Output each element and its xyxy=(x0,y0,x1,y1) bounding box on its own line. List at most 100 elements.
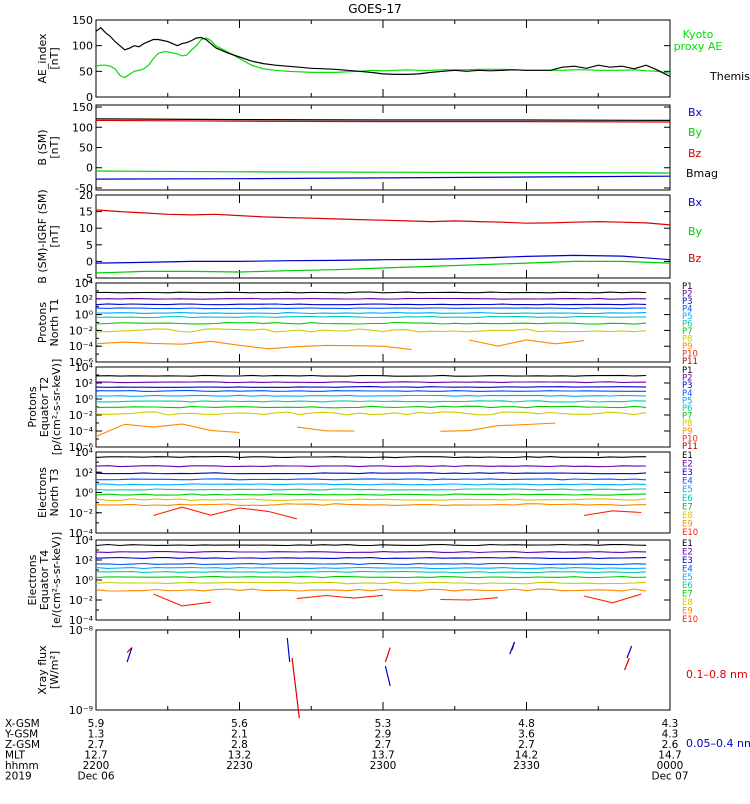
legend-entry: E4 xyxy=(682,477,693,487)
channel-line-e4 xyxy=(96,478,647,481)
ephemeris-value: 13.2 xyxy=(228,750,251,762)
y-tick-label: 50 xyxy=(79,142,93,155)
ephemeris-value: 5.9 xyxy=(88,718,105,730)
y-tick-label: 10² xyxy=(75,554,93,567)
channel-line-e5 xyxy=(95,566,647,570)
legend-entry: E2 xyxy=(682,460,693,470)
legend-entry: P1 xyxy=(682,366,693,376)
legend-entry: 0.1–0.8 nm xyxy=(686,668,748,681)
channel-line-e10 xyxy=(153,593,642,607)
y-axis-label: ProtonsNorth T1 xyxy=(36,299,61,347)
legend-entry: Bmag xyxy=(686,167,718,180)
ephemeris-label: X-GSM xyxy=(5,718,40,730)
channel-line-e5 xyxy=(95,483,647,486)
legend-entry: Bz xyxy=(688,147,702,160)
y-tick-label: 10⁴ xyxy=(75,361,94,374)
channel-line-p7 xyxy=(95,321,647,325)
legend-entry: E3 xyxy=(682,556,693,566)
y-axis-label: B (SM)-IGRF (SM)[nT] xyxy=(36,189,61,283)
channel-line-p6 xyxy=(95,315,647,319)
ephemeris-value: 13.7 xyxy=(371,750,394,762)
legend-entry: E8 xyxy=(682,511,693,521)
legend-entry: E6 xyxy=(682,494,693,504)
channel-line-e9 xyxy=(95,588,647,592)
legend-entry: E8 xyxy=(682,598,693,608)
legend-entry: P8 xyxy=(682,419,693,429)
y-tick-label: 10 xyxy=(79,222,93,235)
y-tick-label: 10² xyxy=(75,293,93,306)
y-tick-label: 10⁻⁴ xyxy=(69,340,94,353)
y-tick-label: 100 xyxy=(72,121,93,134)
legend-entry: P11 xyxy=(682,357,698,367)
ephemeris-label: 2019 xyxy=(5,771,32,783)
y-tick-label: 50 xyxy=(79,65,93,78)
legend-entry: P4 xyxy=(682,389,693,399)
legend-entry: E4 xyxy=(682,564,693,574)
channel-line-p1 xyxy=(95,291,647,294)
legend-entry: P5 xyxy=(682,396,693,406)
y-axis-label: Xray flux[W/m²] xyxy=(36,645,61,695)
y-axis-label: ElectronsEquator T4[e/(cm²-s-sr-keV)] xyxy=(26,532,63,628)
y-tick-label: 10⁻⁴ xyxy=(69,425,94,438)
legend-entry: By xyxy=(688,126,703,139)
panel-electrons-north: 10⁴ 10² 10⁰ 10⁻² 10⁻⁴ ElectronsNorth T3 E1E2E3… xyxy=(36,446,698,540)
ephemeris-value: 2.8 xyxy=(231,739,248,751)
legend-entry: P7 xyxy=(682,327,693,337)
y-tick-label: 20 xyxy=(79,189,93,202)
y-tick-label: 10⁴ xyxy=(75,534,94,547)
series-line-themis-ae xyxy=(95,26,671,78)
legend-entry: P2 xyxy=(682,374,693,384)
ephemeris-value: 5.6 xyxy=(231,718,248,730)
ephemeris-label: hhmm xyxy=(5,760,39,772)
y-tick-label: 10⁴ xyxy=(75,446,94,459)
channel-line-p2 xyxy=(95,381,647,384)
y-tick-label: 10⁻⁶ xyxy=(69,441,94,454)
series-line-long xyxy=(291,657,300,719)
ephemeris-value: 0000 xyxy=(657,760,684,772)
panel-bigrf: -5 0 5 10 15 20 B (SM)-IGRF (SM)[nT] Bx By Bz xyxy=(36,189,703,285)
channel-line-e8 xyxy=(95,498,647,501)
y-tick-label: 0 xyxy=(86,162,93,175)
channel-line-p5 xyxy=(95,312,647,315)
channel-line-p3 xyxy=(95,303,647,306)
legend-entry: P3 xyxy=(682,381,693,391)
legend-entry: P11 xyxy=(682,442,698,452)
legend-entry: E7 xyxy=(682,502,693,512)
y-tick-label: 0 xyxy=(86,255,93,268)
ephemeris-value: 4.8 xyxy=(518,718,535,730)
y-axis-label: ElectronsNorth T3 xyxy=(36,467,61,518)
channel-line-e1 xyxy=(95,456,647,459)
ephemeris-value: 3.6 xyxy=(518,729,535,741)
y-tick-label: 10⁻⁸ xyxy=(69,624,94,637)
channel-line-p8 xyxy=(96,328,647,333)
y-tick-label: 10⁴ xyxy=(75,277,94,290)
ephemeris-value: 2230 xyxy=(226,760,253,772)
y-tick-label: 10⁰ xyxy=(75,309,94,322)
series-line-long xyxy=(384,647,391,663)
legend-entry: P7 xyxy=(682,412,693,422)
y-tick-label: 100 xyxy=(72,40,93,53)
panel-protons-north: 10⁴ 10² 10⁰ 10⁻² 10⁻⁴ 10⁻⁶ ProtonsNorth T1 P1P2… xyxy=(36,277,698,369)
y-axis-label: AE_index[nT] xyxy=(36,33,61,84)
channel-line-e6 xyxy=(95,488,647,491)
ephemeris-value: Dec 06 xyxy=(77,771,114,783)
y-tick-label: 150 xyxy=(72,101,93,114)
series-line-short xyxy=(286,637,291,663)
legend-entry: Bx xyxy=(688,106,703,119)
y-tick-label: 15 xyxy=(79,206,93,219)
ephemeris-value: 2200 xyxy=(83,760,110,772)
ephemeris-value: Dec 07 xyxy=(651,771,688,783)
series-line-bx xyxy=(95,254,671,264)
channel-line-p6 xyxy=(95,400,647,403)
legend-entry: P2 xyxy=(682,290,693,300)
series-line-bz xyxy=(95,119,671,123)
legend-entry: Kyoto proxy AE xyxy=(674,28,723,53)
y-tick-label: -50 xyxy=(75,182,93,195)
channel-line-e2 xyxy=(95,465,647,468)
series-line-short xyxy=(384,665,391,687)
legend-entry: E5 xyxy=(682,485,693,495)
legend-entry: E2 xyxy=(682,547,693,557)
legend-entry: E9 xyxy=(682,607,693,617)
ephemeris-value: 5.3 xyxy=(375,718,392,730)
ephemeris-value: 4.3 xyxy=(662,718,679,730)
